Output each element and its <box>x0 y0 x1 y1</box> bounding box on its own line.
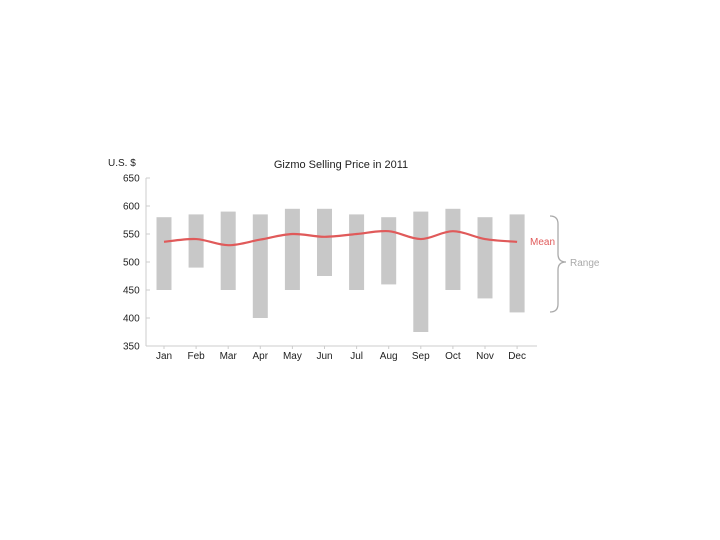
y-axis: 350 400 450 500 550 600 650 <box>123 174 150 353</box>
x-tick-label: Oct <box>445 351 461 362</box>
mean-series <box>163 229 518 247</box>
range-bar <box>381 217 397 285</box>
y-tick-label: 550 <box>123 230 140 241</box>
range-bar <box>509 214 525 313</box>
x-axis: Jan Feb Mar Apr May Jun Jul Aug Sep Oct Nov Dec <box>146 345 537 362</box>
y-tick-label: 400 <box>123 314 140 325</box>
y-tick-label: 500 <box>123 258 140 269</box>
y-tick-label: 650 <box>123 174 140 185</box>
x-tick-label: Jan <box>156 351 172 362</box>
range-label: Range <box>570 258 600 269</box>
x-tick-label: Apr <box>253 351 269 362</box>
mean-line <box>163 229 518 247</box>
x-tick-label: May <box>283 351 302 362</box>
x-tick-label: Aug <box>380 351 398 362</box>
range-bar <box>349 214 365 290</box>
y-axis-label: U.S. $ <box>108 158 136 169</box>
x-tick-label: Nov <box>476 351 494 362</box>
x-tick-label: Dec <box>508 351 526 362</box>
range-bar <box>477 217 493 299</box>
range-bar <box>413 211 429 332</box>
range-bar <box>284 208 300 290</box>
range-bar <box>445 208 461 290</box>
mean-label: Mean <box>530 237 555 248</box>
x-tick-label: Jun <box>316 351 332 362</box>
range-bar <box>156 217 172 290</box>
range-bar <box>188 214 204 268</box>
chart-title: Gizmo Selling Price in 2011 <box>274 159 408 171</box>
range-bars <box>156 208 525 332</box>
range-brace <box>549 215 567 313</box>
x-tick-label: Feb <box>187 351 205 362</box>
y-tick-label: 600 <box>123 202 140 213</box>
x-tick-label: Sep <box>412 351 430 362</box>
x-tick-label: Jul <box>350 351 363 362</box>
y-tick-label: 450 <box>123 286 140 297</box>
range-bar <box>252 214 268 318</box>
x-tick-label: Mar <box>220 351 238 362</box>
y-tick-label: 350 <box>123 342 140 353</box>
annotations: Mean Range <box>530 215 600 313</box>
range-bar <box>220 211 236 290</box>
range-bar <box>317 208 332 276</box>
